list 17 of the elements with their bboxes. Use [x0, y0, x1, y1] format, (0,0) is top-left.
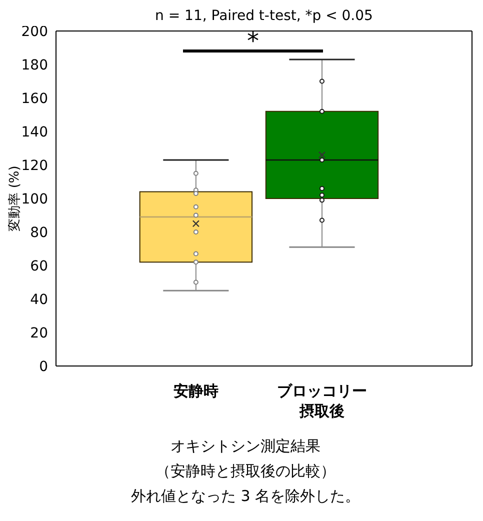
y-tick-label: 60	[30, 258, 48, 274]
y-tick-label: 140	[21, 124, 48, 140]
y-tick-label: 0	[39, 358, 48, 375]
chart-title: n = 11, Paired t-test, *p < 0.05	[155, 8, 373, 24]
y-tick-label: 80	[30, 224, 48, 241]
x-tick-label: 安静時	[173, 382, 218, 400]
text: オキシトシン測定結果	[170, 436, 322, 457]
annotation: *	[247, 27, 259, 55]
text: 外れ値となった 3 名を除外した。	[130, 486, 362, 507]
y-tick-label: 160	[21, 90, 48, 107]
y-tick-label: 20	[30, 325, 48, 342]
y-tick-label: 120	[21, 158, 48, 174]
x-tick-label: ブロッコリー摂取後	[276, 382, 367, 420]
text: （安静時と摂取後の比較）	[154, 461, 336, 482]
y-tick-label: 100	[21, 191, 48, 208]
y-tick-label: 40	[30, 292, 48, 308]
y-tick-label: 180	[21, 57, 48, 74]
